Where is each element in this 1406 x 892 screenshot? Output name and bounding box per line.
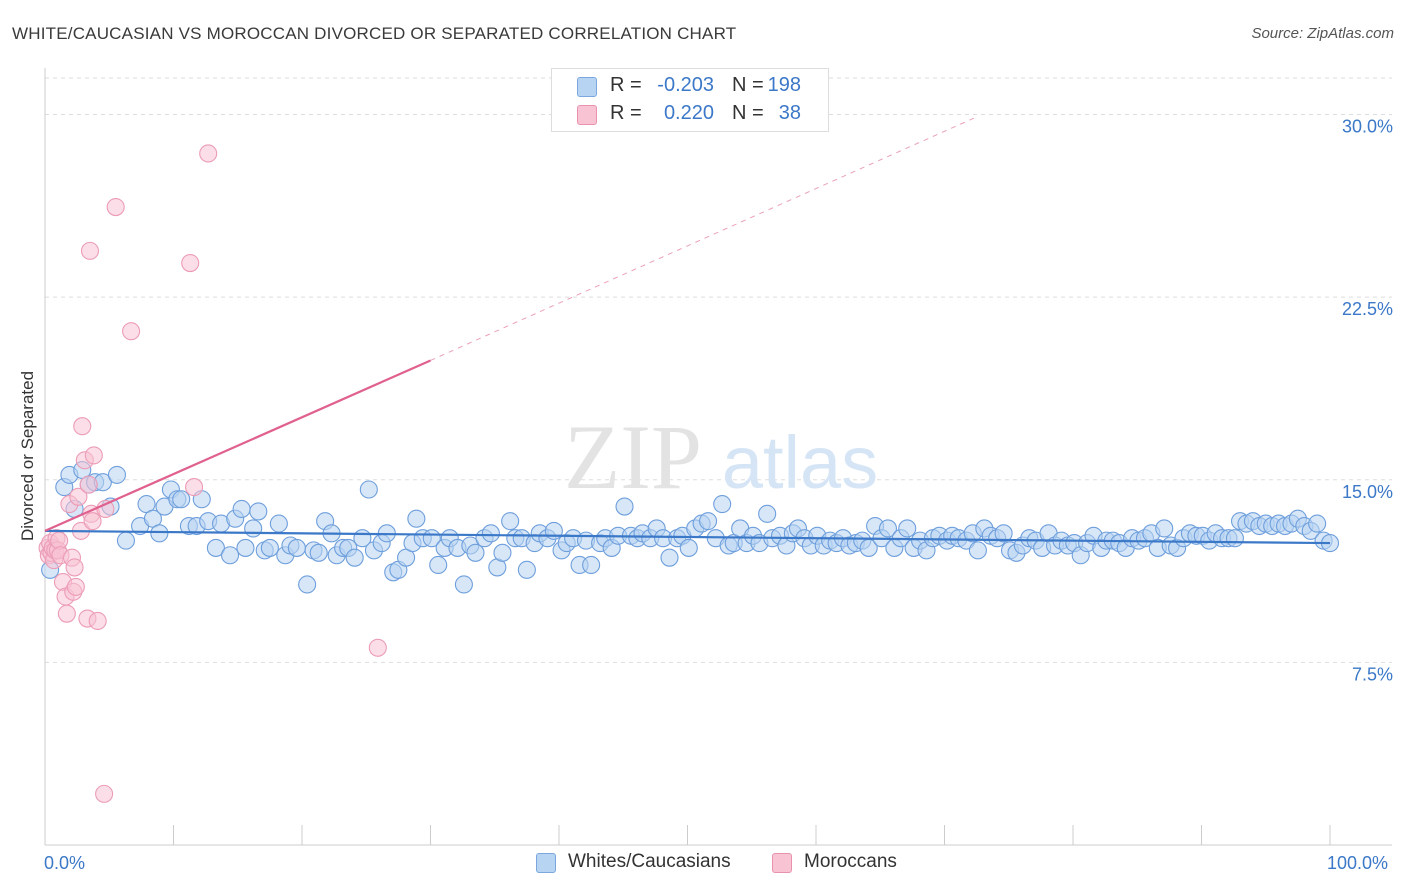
n-label: N = — [732, 74, 764, 96]
trend-line-whites — [44, 529, 1331, 545]
data-point-whites — [660, 548, 679, 567]
data-point-moroccans — [95, 784, 114, 803]
data-point-moroccans — [185, 478, 204, 497]
data-point-moroccans — [122, 322, 141, 341]
series-moroccans-points — [38, 144, 387, 803]
data-point-moroccans — [106, 198, 125, 217]
data-point-whites — [994, 524, 1013, 543]
r-label: R = — [610, 102, 642, 124]
x-tick-label-max: 100.0% — [1327, 853, 1389, 873]
y-axis-label: Divorced or Separated — [18, 370, 37, 542]
data-point-whites — [582, 555, 601, 575]
data-point-whites — [107, 465, 127, 484]
data-point-whites — [878, 519, 898, 538]
data-point-whites — [244, 519, 263, 538]
data-point-moroccans — [83, 512, 102, 531]
data-point-whites — [287, 538, 306, 557]
data-point-whites — [454, 575, 473, 594]
blue-swatch — [577, 77, 597, 97]
data-point-whites — [1225, 529, 1244, 548]
data-point-moroccans — [181, 254, 200, 273]
watermark: ZIP atlas — [564, 406, 878, 508]
data-point-whites — [260, 538, 279, 557]
data-point-moroccans — [57, 604, 76, 623]
data-point-moroccans — [65, 558, 84, 577]
y-tick-label: 7.5% — [1352, 664, 1393, 684]
data-point-whites — [345, 548, 364, 567]
r-value: 0.220 — [663, 102, 714, 124]
data-point-whites — [116, 531, 136, 550]
data-point-whites — [269, 514, 288, 533]
watermark-zip: ZIP — [564, 406, 702, 508]
series-whites-points — [41, 460, 1340, 594]
stats-row-whites: R = -0.203 N = 198 — [552, 73, 828, 99]
n-value: 38 — [778, 102, 801, 124]
data-point-moroccans — [368, 638, 387, 657]
watermark-atlas: atlas — [722, 421, 878, 504]
data-point-whites — [758, 504, 777, 523]
trend-lines — [44, 116, 1331, 545]
data-point-moroccans — [69, 487, 88, 506]
data-point-whites — [249, 502, 268, 521]
data-point-whites — [220, 546, 240, 565]
pink-swatch — [772, 853, 792, 873]
r-label: R = — [610, 74, 642, 96]
data-point-whites — [501, 512, 520, 531]
stats-row-moroccans: R = 0.220 N = 38 — [552, 101, 828, 127]
data-point-whites — [679, 538, 698, 557]
data-point-whites — [429, 555, 448, 575]
n-value: 198 — [767, 74, 801, 96]
series-legend: Whites/Caucasians Moroccans — [0, 851, 1406, 877]
gridlines — [45, 77, 1392, 663]
data-point-whites — [517, 560, 536, 579]
y-tick-labels: 7.5% 15.0% 22.5% 30.0% — [1342, 117, 1393, 685]
data-point-whites — [898, 519, 917, 538]
data-point-whites — [172, 490, 191, 509]
r-value: -0.203 — [657, 74, 714, 96]
data-point-whites — [481, 524, 500, 543]
data-point-moroccans — [199, 144, 218, 163]
pink-swatch — [577, 105, 597, 125]
legend-label: Moroccans — [804, 851, 897, 872]
data-point-whites — [1308, 514, 1327, 533]
data-point-whites — [466, 543, 485, 562]
source-label: Source: ZipAtlas.com — [1251, 25, 1394, 42]
data-point-moroccans — [88, 611, 107, 631]
legend-label: Whites/Caucasians — [568, 851, 731, 872]
data-point-moroccans — [73, 417, 92, 436]
data-point-moroccans — [84, 446, 103, 465]
data-point-whites — [309, 543, 328, 562]
data-point-whites — [298, 575, 317, 594]
y-tick-label: 22.5% — [1342, 299, 1393, 319]
chart-title: WHITE/CAUCASIAN VS MOROCCAN DIVORCED OR … — [12, 24, 737, 43]
data-point-moroccans — [79, 475, 98, 494]
data-point-moroccans — [66, 577, 85, 596]
data-point-whites — [968, 541, 987, 560]
data-point-whites — [713, 495, 732, 514]
data-point-whites — [359, 480, 378, 499]
n-label: N = — [732, 102, 764, 124]
blue-swatch — [536, 853, 556, 873]
data-point-moroccans — [80, 241, 100, 260]
data-point-whites — [150, 524, 169, 543]
trend-line-moroccans-extension — [430, 116, 977, 361]
data-point-whites — [206, 538, 225, 557]
y-tick-label: 15.0% — [1342, 482, 1393, 502]
data-point-whites — [407, 509, 426, 528]
data-point-whites — [493, 543, 512, 562]
data-point-whites — [236, 538, 255, 557]
trend-line-moroccans — [44, 359, 431, 532]
y-tick-label: 30.0% — [1342, 117, 1393, 137]
x-tick-label-min: 0.0% — [44, 853, 86, 873]
data-point-whites — [699, 512, 718, 531]
data-point-whites — [615, 497, 634, 516]
axes — [44, 68, 1392, 846]
data-point-whites — [232, 499, 251, 519]
stats-legend: R = -0.203 N = 198 R = 0.220 N = 38 — [551, 68, 829, 132]
data-point-whites — [1155, 519, 1174, 538]
